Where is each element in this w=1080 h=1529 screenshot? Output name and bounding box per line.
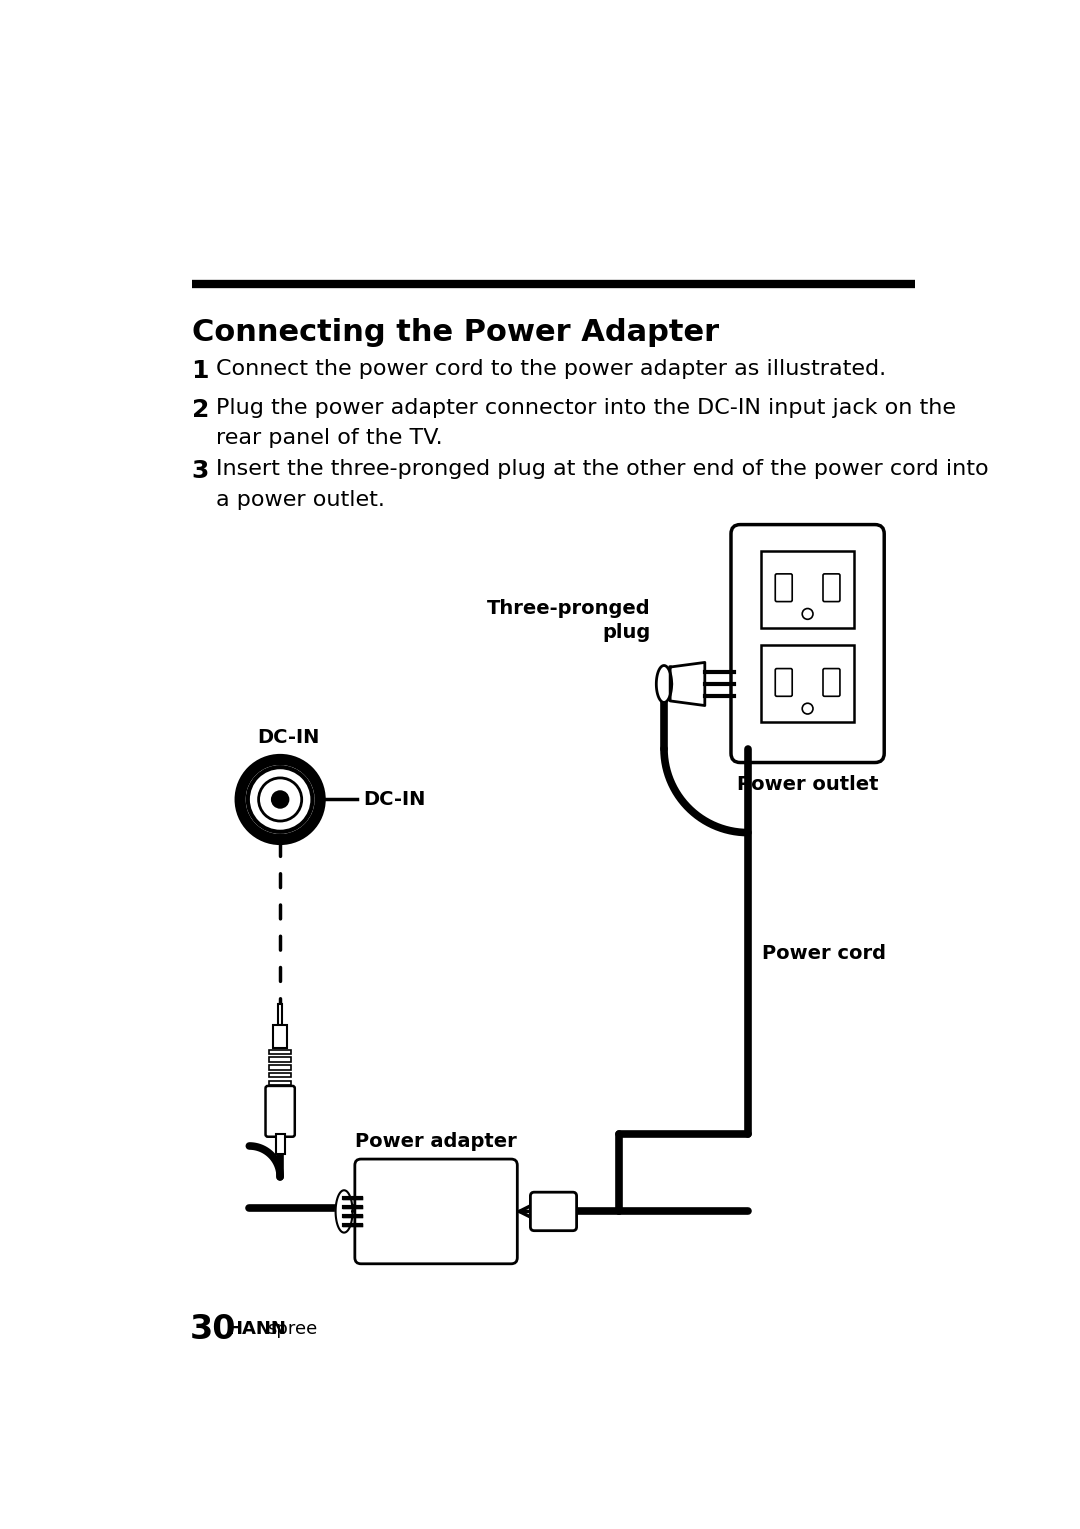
Circle shape [271,790,289,809]
Text: Power outlet: Power outlet [737,775,878,794]
Text: DC-IN: DC-IN [363,790,426,809]
Bar [269,1073,291,1078]
Text: Connecting the Power Adapter: Connecting the Power Adapter [191,318,718,347]
Circle shape [802,609,813,619]
FancyBboxPatch shape [823,668,840,696]
Bar [269,1081,291,1086]
Text: 30: 30 [190,1313,237,1346]
FancyBboxPatch shape [761,645,854,723]
FancyBboxPatch shape [823,573,840,601]
Polygon shape [657,665,672,702]
Text: DC-IN: DC-IN [257,728,320,748]
Text: 2: 2 [191,398,208,422]
Text: Power cord: Power cord [761,943,886,963]
Bar [278,1003,283,1024]
Polygon shape [336,1190,352,1232]
FancyBboxPatch shape [775,668,793,696]
Text: Power adapter: Power adapter [355,1133,517,1151]
Text: Three-pronged
plug: Three-pronged plug [487,599,651,642]
FancyBboxPatch shape [266,1086,295,1136]
FancyBboxPatch shape [761,550,854,628]
FancyBboxPatch shape [273,1024,287,1049]
FancyBboxPatch shape [355,1159,517,1264]
Text: a power outlet.: a power outlet. [216,489,386,511]
Polygon shape [671,662,705,705]
Text: Insert the three-pronged plug at the other end of the power cord into: Insert the three-pronged plug at the oth… [216,459,989,479]
Text: HANN: HANN [227,1320,286,1338]
Bar [269,1050,291,1055]
Text: 3: 3 [191,459,208,483]
Text: Connect the power cord to the power adapter as illustrated.: Connect the power cord to the power adap… [216,359,887,379]
FancyBboxPatch shape [731,524,885,763]
FancyBboxPatch shape [530,1193,577,1231]
Bar [275,1135,285,1154]
Bar [269,1058,291,1063]
Bar [269,1066,291,1070]
Text: rear panel of the TV.: rear panel of the TV. [216,428,443,448]
Text: spree: spree [267,1320,318,1338]
Text: Plug the power adapter connector into the DC-IN input jack on the: Plug the power adapter connector into th… [216,398,956,417]
FancyBboxPatch shape [775,573,793,601]
Circle shape [802,703,813,714]
Text: 1: 1 [191,359,210,384]
